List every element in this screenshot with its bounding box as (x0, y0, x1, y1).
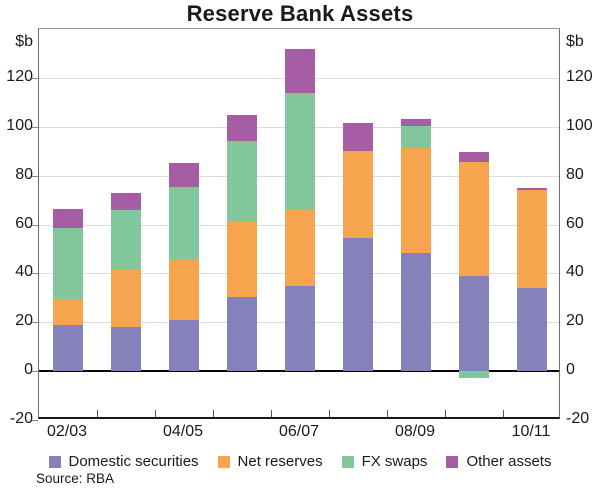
x-axis-tick (503, 410, 504, 417)
bar-segment (169, 258, 199, 320)
legend: Domestic securities Net reserves FX swap… (0, 453, 600, 470)
x-axis-tick (329, 410, 330, 417)
y-axis-label-left: 100 (6, 116, 33, 134)
y-axis-label-right: 80 (566, 165, 584, 183)
legend-swatch-icon (217, 455, 230, 468)
bar-segment (111, 327, 141, 372)
legend-item-fx-swaps: FX swaps (341, 453, 428, 470)
y-axis-label-left: 60 (15, 214, 33, 232)
x-axis-label: 04/05 (162, 423, 204, 440)
bar-segment (401, 147, 431, 253)
bar-segment (343, 151, 373, 238)
y-axis-unit-right: $b (566, 33, 584, 50)
y-axis-unit-left: $b (15, 33, 33, 50)
legend-swatch-icon (341, 455, 354, 468)
legend-swatch-icon (446, 455, 459, 468)
legend-item-domestic-securities: Domestic securities (48, 453, 199, 470)
y-axis-label-left: 80 (15, 165, 33, 183)
bar-segment (517, 190, 547, 289)
bar-segment (111, 269, 141, 328)
y-axis-label-right: -20 (566, 410, 590, 427)
x-axis-label: 06/07 (278, 423, 320, 440)
y-axis-label-left: 120 (6, 67, 33, 85)
y-axis-tick (32, 126, 38, 128)
x-axis-tick (155, 410, 156, 417)
bar-segment (111, 209, 141, 270)
y-axis-tick (32, 371, 38, 373)
y-axis-label-right: 0 (566, 361, 575, 379)
y-axis-label-right: 20 (566, 312, 584, 330)
source-note: Source: RBA (36, 471, 115, 486)
bar-segment (227, 114, 257, 142)
zero-line (39, 370, 559, 373)
bar-segment (285, 209, 315, 286)
bar-segment (343, 123, 373, 152)
x-axis-tick (213, 410, 214, 417)
x-axis-tick (387, 410, 388, 417)
y-axis-tick (32, 420, 38, 421)
y-axis-label-left: 20 (15, 312, 33, 330)
bar-segment (227, 296, 257, 372)
bar-segment (169, 186, 199, 259)
bar-segment (53, 228, 83, 300)
legend-label: Other assets (466, 453, 552, 470)
bar-segment (285, 92, 315, 210)
y-axis-tick (32, 322, 38, 324)
bar-segment (53, 208, 83, 229)
x-axis-label: 08/09 (394, 423, 436, 440)
bar-segment (285, 48, 315, 93)
bar-segment (169, 319, 199, 372)
x-axis-tick (97, 410, 98, 417)
y-axis-label-right: 60 (566, 214, 584, 232)
bar-segment (53, 324, 83, 372)
bar-segment (401, 125, 431, 148)
bar-segment (285, 285, 315, 372)
plot-area (32, 28, 560, 421)
y-axis-label-right: 100 (566, 116, 593, 134)
x-axis-tick (445, 410, 446, 417)
y-axis-label-left: 0 (24, 361, 33, 379)
y-axis-tick (32, 77, 38, 79)
bar-segment (401, 252, 431, 372)
bar-segment (517, 187, 547, 191)
y-axis-tick (32, 175, 38, 177)
x-axis-label: 02/03 (46, 423, 88, 440)
y-axis-label-right: 120 (566, 67, 593, 85)
legend-label: FX swaps (361, 453, 428, 470)
y-axis-label-left: 40 (15, 263, 33, 281)
legend-label: Net reserves (237, 453, 323, 470)
bar-segment (227, 222, 257, 297)
bar-segment (401, 119, 431, 126)
bar-segment (459, 371, 489, 379)
bar-segment (53, 299, 83, 325)
x-axis-tick (271, 410, 272, 417)
y-axis-label-right: 40 (566, 263, 584, 281)
bar-segment (459, 162, 489, 276)
legend-swatch-icon (48, 455, 61, 468)
bar-segment (227, 141, 257, 223)
legend-item-other-assets: Other assets (446, 453, 551, 470)
bar-segment (459, 152, 489, 163)
legend-label: Domestic securities (68, 453, 199, 470)
y-axis-label-left: -20 (9, 410, 33, 427)
x-axis-label: 10/11 (511, 423, 551, 440)
bar-segment (517, 288, 547, 372)
bar-segment (459, 275, 489, 372)
bar-segment (111, 192, 141, 210)
chart-title: Reserve Bank Assets (186, 1, 414, 26)
y-axis-tick (32, 224, 38, 226)
bar-segment (343, 237, 373, 372)
bar-segment (169, 163, 199, 187)
y-axis-tick (32, 273, 38, 275)
legend-item-net-reserves: Net reserves (217, 453, 323, 470)
